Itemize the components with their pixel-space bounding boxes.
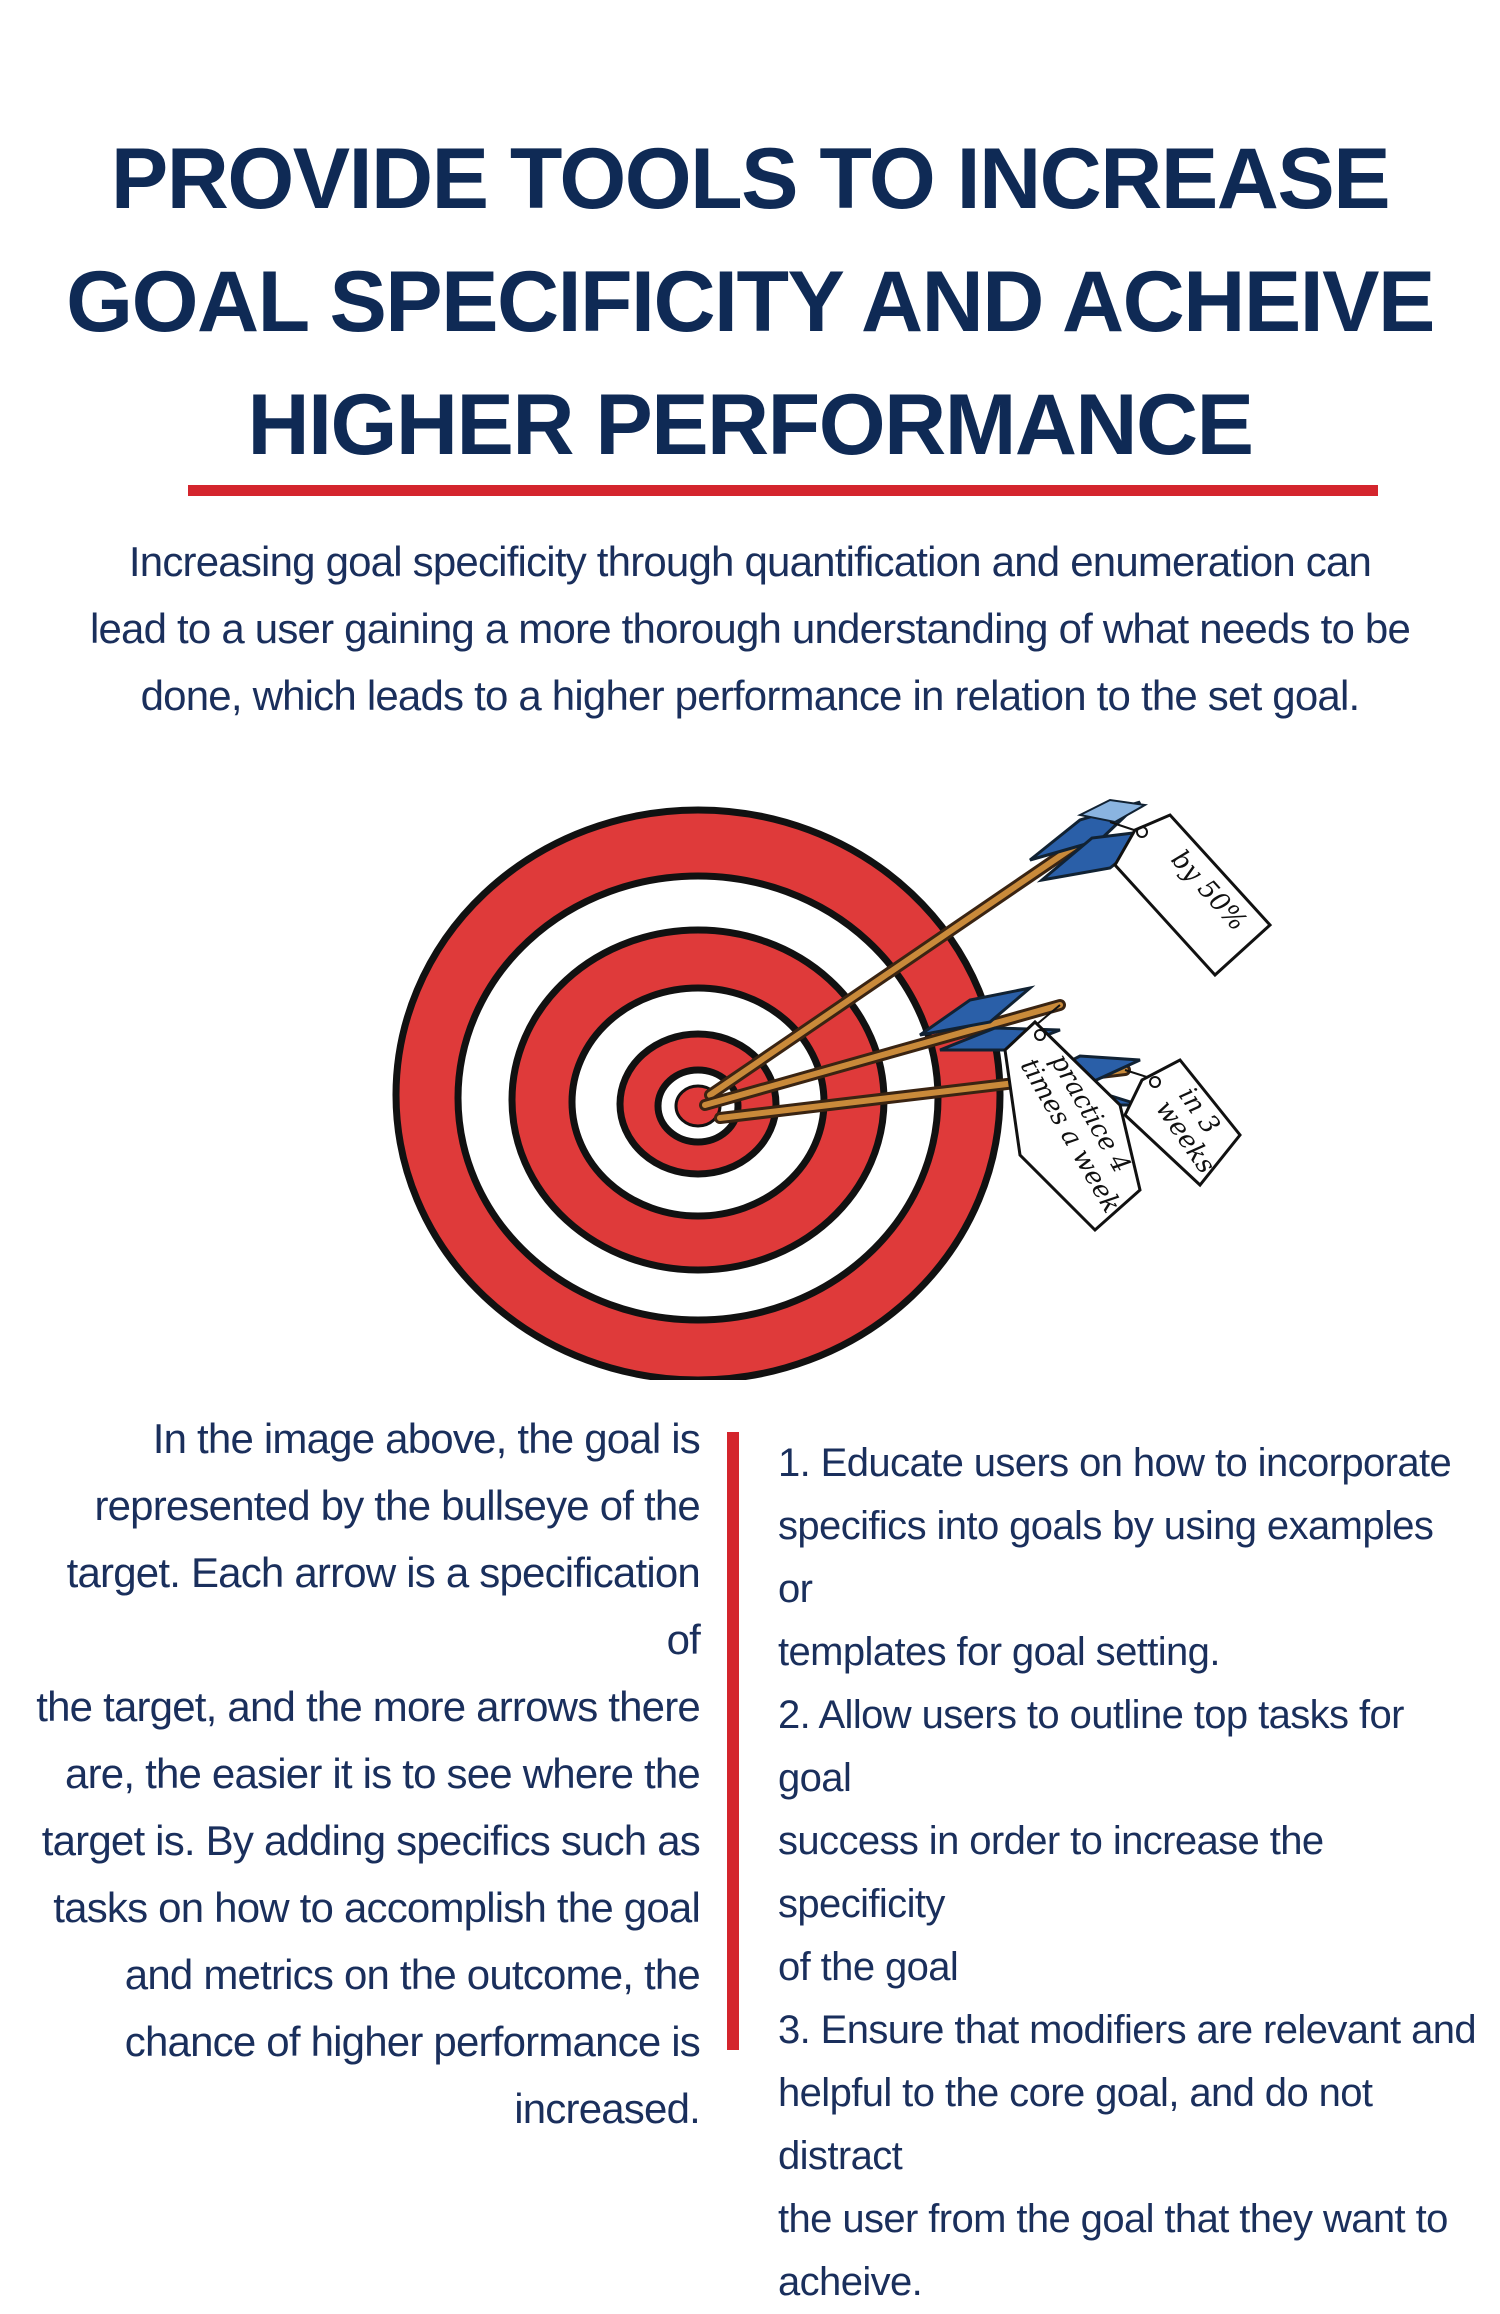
target-svg: by 50% practice 4 times a week in 3 week…: [392, 798, 1273, 1384]
recommendation-line: templates for goal setting.: [778, 1630, 1220, 1674]
title-underline: [188, 485, 1378, 496]
column-divider: [727, 1432, 739, 2050]
arrow-1: [704, 798, 1164, 1101]
recommendation-line: specifics into goals by using examples o…: [778, 1504, 1434, 1611]
recommendation-line: acheive.: [778, 2260, 923, 2304]
target-illustration: by 50% practice 4 times a week in 3 week…: [380, 760, 1320, 1384]
arrow-2-fletching: [919, 985, 1036, 1037]
explanation-line: tasks on how to accomplish the goal: [53, 1884, 701, 1931]
explanation-line: target. Each arrow is a specification of: [66, 1549, 701, 1663]
recommendation-line: the user from the goal that they want to: [778, 2197, 1448, 2241]
recommendation-line: 2. Allow users to outline top tasks for …: [778, 1693, 1404, 1800]
page-title: PROVIDE TOOLS TO INCREASE GOAL SPECIFICI…: [0, 118, 1500, 487]
intro-line-1: Increasing goal specificity through quan…: [128, 538, 1372, 585]
title-line-3: HIGHER PERFORMANCE: [247, 377, 1254, 473]
title-line-2: GOAL SPECIFICITY AND ACHEIVE: [66, 254, 1435, 350]
explanation-line: In the image above, the goal is: [152, 1415, 701, 1462]
intro-line-3: done, which leads to a higher performanc…: [140, 672, 1361, 719]
intro-line-2: lead to a user gaining a more thorough u…: [89, 605, 1411, 652]
explanation-line: represented by the bullseye of the: [94, 1482, 700, 1529]
tag-3: in 3 weeks: [1123, 1058, 1242, 1188]
title-line-1: PROVIDE TOOLS TO INCREASE: [110, 131, 1391, 227]
explanation-line: increased.: [514, 2085, 701, 2132]
recommendation-line: success in order to increase the specifi…: [778, 1819, 1324, 1926]
explanation-line: are, the easier it is to see where the: [65, 1750, 701, 1797]
recommendation-line: 1. Educate users on how to incorporate: [778, 1441, 1452, 1485]
explanation-line: and metrics on the outcome, the: [124, 1951, 701, 1998]
tag-2: practice 4 times a week: [1003, 1004, 1142, 1233]
intro-paragraph: Increasing goal specificity through quan…: [60, 528, 1440, 729]
explanation-line: chance of higher performance is: [124, 2018, 701, 2065]
explanation-line: the target, and the more arrows there: [36, 1683, 701, 1730]
recommendations-list: 1. Educate users on how to incorporate s…: [778, 1432, 1478, 2314]
tag-1: by 50%: [1109, 813, 1273, 978]
explanation-line: target is. By adding specifics such as: [41, 1817, 701, 1864]
recommendation-line: helpful to the core goal, and do not dis…: [778, 2071, 1373, 2178]
explanation-paragraph: In the image above, the goal is represen…: [30, 1405, 701, 2142]
recommendation-line: of the goal: [778, 1945, 959, 1989]
recommendation-line: 3. Ensure that modifiers are relevant an…: [778, 2008, 1477, 2052]
